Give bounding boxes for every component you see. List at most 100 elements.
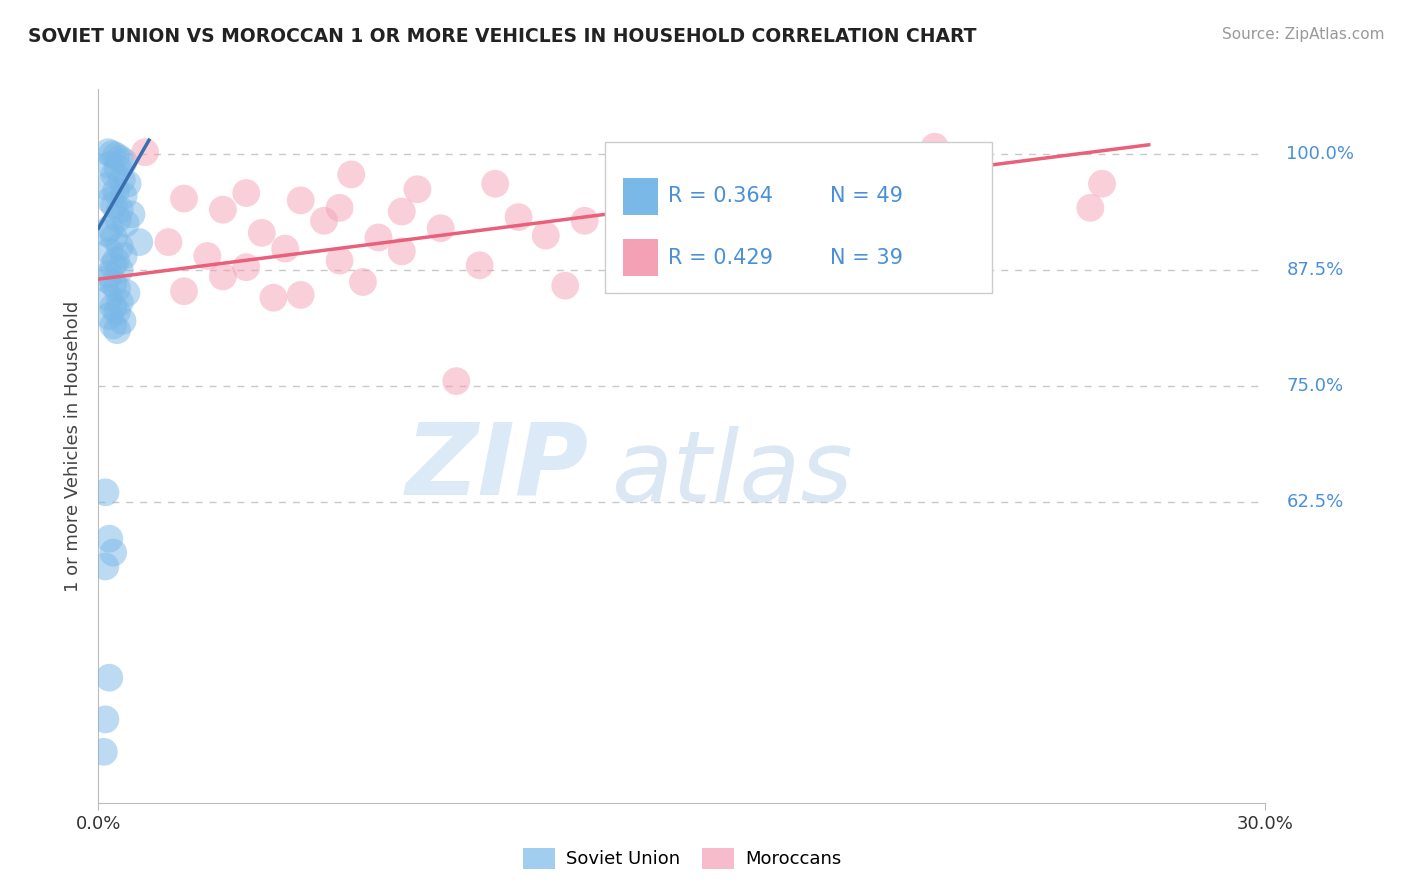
Point (631, 188, 654, 202)
Point (98, 532, 121, 546)
Point (631, 266, 654, 280)
Point (103, 277, 125, 291)
Y-axis label: 1 or more Vehicles in Household: 1 or more Vehicles in Household (65, 301, 83, 591)
Point (250, 226, 273, 240)
Point (429, 221, 451, 235)
Point (98, 310, 121, 324)
Point (235, 186, 257, 200)
Point (534, 228, 557, 243)
Point (329, 253, 352, 268)
Text: atlas: atlas (612, 426, 853, 523)
Point (98, 671, 121, 685)
Point (105, 281, 128, 295)
Point (554, 278, 576, 293)
Point (103, 300, 125, 314)
Point (103, 318, 125, 333)
Point (108, 152, 131, 166)
Point (98, 158, 121, 172)
Point (446, 374, 468, 388)
Point (93, 745, 115, 759)
Point (107, 161, 129, 175)
Point (117, 177, 139, 191)
Text: R = 0.364: R = 0.364 (668, 186, 773, 206)
Point (108, 295, 131, 310)
Point (128, 235, 150, 249)
Point (173, 284, 195, 298)
Point (105, 323, 128, 337)
Point (112, 154, 135, 169)
Point (98, 221, 121, 235)
Point (468, 258, 491, 272)
Text: 75.0%: 75.0% (1286, 376, 1344, 395)
Point (352, 275, 374, 289)
Legend: Soviet Union, Moroccans: Soviet Union, Moroccans (516, 840, 848, 876)
Point (94, 559, 117, 574)
Point (508, 210, 530, 224)
Point (107, 211, 129, 226)
Point (104, 253, 127, 268)
Point (574, 214, 596, 228)
Point (97, 145, 120, 160)
Text: 62.5%: 62.5% (1286, 492, 1344, 510)
Point (112, 249, 135, 263)
Point (103, 258, 125, 272)
Point (391, 244, 413, 259)
Point (484, 177, 506, 191)
Point (114, 217, 136, 231)
Point (290, 288, 312, 302)
Point (845, 232, 868, 246)
Point (274, 242, 297, 256)
Point (96, 272, 118, 286)
Text: ZIP: ZIP (405, 419, 589, 516)
Point (1080, 201, 1102, 215)
Text: N = 49: N = 49 (830, 186, 903, 206)
Point (101, 147, 124, 161)
Point (212, 269, 235, 284)
Point (924, 139, 946, 153)
Point (111, 314, 134, 328)
Point (212, 202, 235, 217)
Point (406, 182, 429, 196)
Point (98, 268, 121, 282)
Point (108, 240, 131, 254)
Point (391, 204, 413, 219)
Point (104, 149, 127, 163)
Point (312, 214, 335, 228)
Point (235, 260, 257, 274)
Point (103, 168, 125, 182)
Point (115, 286, 138, 301)
Point (98, 194, 121, 208)
Point (96, 226, 118, 240)
Text: 100.0%: 100.0% (1286, 145, 1354, 163)
Point (121, 207, 143, 221)
Point (262, 291, 284, 305)
Point (173, 192, 195, 206)
Point (768, 221, 790, 235)
Point (98, 244, 121, 259)
Point (103, 198, 125, 212)
Point (94, 712, 117, 726)
Point (96, 179, 118, 194)
Point (1091, 177, 1114, 191)
Point (195, 249, 218, 263)
Point (340, 168, 363, 182)
Point (290, 194, 312, 208)
Point (105, 304, 128, 318)
Point (94, 485, 117, 500)
Text: R = 0.429: R = 0.429 (668, 248, 773, 268)
Point (111, 173, 134, 187)
Point (112, 188, 135, 202)
Point (104, 184, 127, 198)
Point (98, 291, 121, 305)
Point (108, 202, 131, 217)
Point (103, 545, 125, 559)
Text: Source: ZipAtlas.com: Source: ZipAtlas.com (1222, 27, 1385, 42)
Point (662, 219, 685, 234)
Text: N = 39: N = 39 (830, 248, 903, 268)
Point (108, 263, 131, 277)
Point (157, 235, 180, 249)
Text: 87.5%: 87.5% (1286, 261, 1344, 279)
Point (367, 230, 389, 244)
Text: SOVIET UNION VS MOROCCAN 1 OR MORE VEHICLES IN HOUSEHOLD CORRELATION CHART: SOVIET UNION VS MOROCCAN 1 OR MORE VEHIC… (28, 27, 977, 45)
Point (103, 230, 125, 244)
